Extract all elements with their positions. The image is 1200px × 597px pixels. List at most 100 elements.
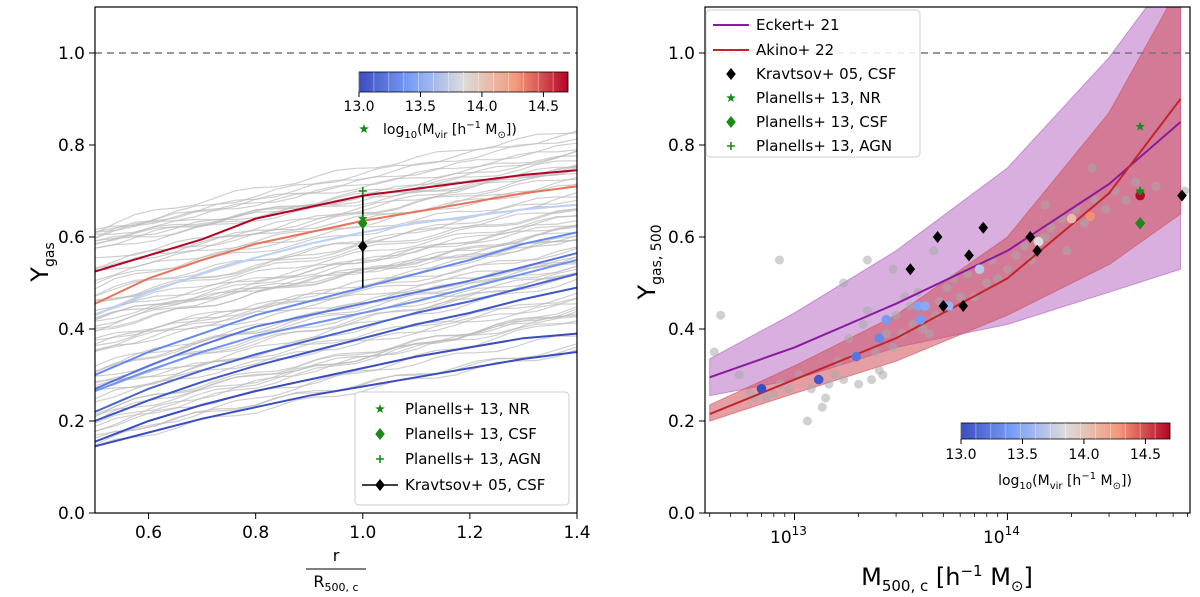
right-legend: Eckert+ 21 Akino+ 22 Kravtsov+ 05, CSF P… [705, 9, 921, 158]
y-tick-label: 0.6 [668, 228, 695, 248]
grey-profile-line [95, 247, 577, 339]
grey-profile-line [95, 297, 577, 391]
colorbar-tick-label: 13.0 [343, 99, 374, 115]
colored-profile-line [95, 286, 577, 422]
right-y-ticks: 0.0 0.2 0.4 0.6 0.8 1.0 [668, 44, 705, 524]
y-tick-label: 0.6 [58, 228, 85, 248]
left-legend: Planells+ 13, NR Planells+ 13, CSF Plane… [354, 391, 570, 506]
grey-scatter-point [1087, 163, 1097, 173]
y-tick-label: 0.4 [668, 320, 695, 340]
right-x-label: M500, c [h−1 M⊙] [861, 562, 1033, 595]
right-x-ticks: 1013 1014 [709, 513, 1188, 548]
x-tick-label: 1014 [983, 524, 1020, 548]
y-tick-label: 0.8 [58, 136, 85, 156]
kravtsov-point [357, 240, 368, 253]
colored-scatter-point [881, 315, 892, 325]
grey-scatter-point [709, 347, 719, 357]
grey-scatter-point [918, 324, 928, 334]
grey-profile-line [95, 214, 577, 327]
grey-profile-line [95, 246, 577, 352]
legend-diamond-icon [375, 479, 385, 491]
legend-diamond-icon [726, 68, 736, 80]
grey-profile-line [95, 203, 577, 297]
left-y-label: Ygas [26, 242, 58, 282]
grey-scatter-point [867, 375, 877, 385]
grey-scatter-point [891, 310, 901, 320]
grey-scatter-point [888, 342, 898, 352]
right-plot-area [705, 7, 1190, 426]
colorbar-tick-label: 14.0 [1068, 447, 1099, 463]
grey-scatter-point [942, 283, 952, 293]
colored-scatter-point [943, 301, 954, 311]
grey-profile-line [95, 130, 577, 233]
left-colorbar: 13.0 13.5 14.0 14.5 log10(Mvir [h−1 M⊙]) [343, 71, 569, 141]
left-legend-planells-agn: Planells+ 13, AGN [405, 450, 541, 468]
colored-scatter-point [813, 374, 824, 385]
grey-profile-line [95, 315, 577, 433]
y-tick-label: 0.4 [58, 320, 85, 340]
left-axes-frame [94, 6, 578, 514]
grey-scatter-point [1040, 200, 1050, 210]
grey-scatter-point [1046, 223, 1056, 233]
y-tick-label: 0.2 [668, 412, 695, 432]
colored-scatter-point [1066, 213, 1077, 224]
left-y-ticks: 0.0 0.2 0.4 0.6 0.8 1.0 [58, 44, 95, 524]
grey-scatter-point [878, 370, 888, 380]
right-colorbar: 13.0 13.5 14.0 14.5 log10(Mvir [h−1 M⊙]) [945, 422, 1171, 492]
left-plot-area [95, 52, 577, 448]
grey-scatter-point [1079, 218, 1089, 228]
grey-scatter-point [955, 292, 965, 302]
grey-scatter-point [870, 347, 880, 357]
planells-nr-point [1135, 121, 1145, 131]
eckert-line [709, 121, 1182, 379]
right-legend-planells-nr: Planells+ 13, NR [756, 89, 881, 107]
grey-scatter-point [982, 278, 992, 288]
grey-profile-line [95, 320, 577, 446]
grey-profile-line [95, 150, 577, 230]
kravtsov-point [978, 221, 989, 234]
grey-scatter-point [1062, 246, 1072, 256]
right-panel: 1013 1014 0.0 0.2 0.4 0.6 0.8 1.0 Ygas, 500 M5… [633, 6, 1191, 595]
x-tick-label: 0.8 [242, 523, 269, 543]
grey-profile-line [95, 265, 577, 377]
colored-scatter-point [756, 384, 767, 394]
grey-scatter-point [1002, 264, 1012, 274]
grey-scatter-point [862, 306, 872, 316]
left-colorbar-legend-entry: log10(Mvir [h−1 M⊙]) [359, 120, 517, 141]
colored-scatter-point [920, 301, 930, 311]
grey-profile-line [95, 150, 577, 249]
grey-profile-line [95, 164, 577, 259]
grey-scatter-point [839, 278, 849, 288]
y-tick-label: 0.2 [58, 412, 85, 432]
left-x-ticks: 0.6 0.8 1.0 1.2 1.4 [135, 513, 591, 543]
grey-scatter-point [762, 393, 772, 403]
grey-scatter-point [839, 375, 849, 385]
grey-profile-line [95, 160, 577, 242]
grey-profile-line [95, 239, 577, 322]
colored-profile-line [95, 203, 577, 317]
y-tick-label: 0.0 [58, 504, 85, 524]
grey-profile-line [95, 297, 577, 389]
grey-profile-line [95, 322, 577, 416]
left-panel: 0.6 0.8 1.0 1.2 1.4 0.00.20.40.60.81.0 Ygas … [26, 6, 591, 594]
grey-profile-line [95, 149, 577, 240]
grey-scatter-point [1027, 255, 1037, 265]
left-legend-planells-csf: Planells+ 13, CSF [405, 425, 537, 443]
y-tick-label: 0.0 [668, 504, 695, 524]
planells-nr-point [358, 213, 368, 223]
grey-scatter-point [929, 246, 939, 256]
grey-scatter-point [802, 416, 812, 426]
colorbar-tick-label: 14.0 [466, 99, 497, 115]
x-tick-label: 1.2 [456, 523, 483, 543]
y-tick-label: 1.0 [58, 44, 85, 64]
grey-profile-line [95, 256, 577, 373]
grey-scatter-point [908, 319, 918, 329]
y-tick-label: 1.0 [668, 44, 695, 64]
legend-diamond-icon [726, 116, 736, 128]
grey-scatter-point [817, 402, 827, 412]
grey-profile-line [95, 225, 577, 315]
legend-star-icon [375, 404, 385, 413]
grey-scatter-point [784, 384, 794, 394]
colored-profile-line [95, 231, 577, 376]
grey-scatter-point [862, 255, 872, 265]
